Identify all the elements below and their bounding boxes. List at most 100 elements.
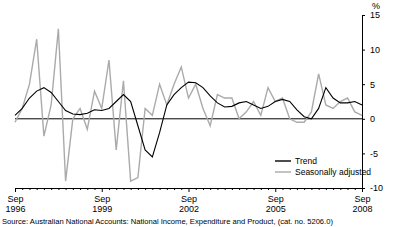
series-line <box>15 29 362 181</box>
x-tick <box>217 188 218 190</box>
y-axis-line <box>363 16 366 189</box>
x-tick-mark <box>246 188 247 190</box>
x-tick <box>58 188 59 190</box>
x-tick <box>73 188 74 190</box>
y-tick: -10 <box>362 183 383 193</box>
y-tick-mark <box>362 84 365 85</box>
x-tick-mark <box>145 188 146 190</box>
y-tick-label: 5 <box>370 80 375 90</box>
legend-swatch <box>275 160 291 161</box>
x-tick-mark <box>333 188 334 190</box>
x-tick-mark <box>181 188 182 190</box>
x-tick <box>80 188 81 190</box>
x-tick-mark <box>311 188 312 190</box>
x-tick: Sep2008 <box>352 188 372 214</box>
x-tick <box>232 188 233 190</box>
x-tick-mark <box>225 188 226 190</box>
y-axis-title: % <box>372 1 380 11</box>
legend-label: Trend <box>295 156 317 166</box>
x-tick <box>297 188 298 190</box>
x-tick-mark <box>174 188 175 190</box>
x-tick-mark <box>66 188 67 190</box>
x-tick <box>138 188 139 190</box>
x-tick-mark <box>319 188 320 190</box>
x-tick-mark <box>362 188 363 192</box>
x-tick: Sep2005 <box>266 188 286 214</box>
x-tick-mark <box>210 188 211 190</box>
x-tick <box>319 188 320 190</box>
x-tick-mark <box>109 188 110 190</box>
x-tick <box>239 188 240 190</box>
y-tick-label: 10 <box>370 45 380 55</box>
plot-area <box>15 29 362 181</box>
x-tick <box>145 188 146 190</box>
x-tick <box>22 188 23 190</box>
x-tick-mark <box>44 188 45 190</box>
x-tick-mark <box>80 188 81 190</box>
x-tick-mark <box>131 188 132 190</box>
y-tick: 10 <box>362 45 380 55</box>
y-tick: 15 <box>362 10 380 20</box>
chart: -10-5051015%Sep1996Sep1999Sep2002Sep2005… <box>0 0 397 227</box>
x-tick <box>95 188 96 190</box>
x-tick <box>196 188 197 190</box>
y-tick-mark <box>362 50 365 51</box>
series-line <box>15 82 362 157</box>
x-tick <box>246 188 247 190</box>
x-tick <box>167 188 168 190</box>
x-tick <box>311 188 312 190</box>
x-tick <box>181 188 182 190</box>
x-tick-mark <box>87 188 88 190</box>
y-axis: -10 -5 0 5 10 15 <box>362 10 383 193</box>
x-tick-mark <box>282 188 283 190</box>
x-tick-mark <box>268 188 269 190</box>
x-tick-mark <box>73 188 74 190</box>
x-tick <box>51 188 52 190</box>
x-tick-mark <box>297 188 298 190</box>
x-tick <box>174 188 175 190</box>
x-tick <box>261 188 262 190</box>
y-tick-label: -5 <box>370 149 378 159</box>
y-tick: -5 <box>362 149 378 159</box>
chart-container: -10-5051015%Sep1996Sep1999Sep2002Sep2005… <box>0 0 397 227</box>
x-tick-mark <box>51 188 52 190</box>
x-tick-label: Sep2008 <box>352 194 372 214</box>
x-tick-mark <box>355 188 356 190</box>
x-tick-mark <box>123 188 124 190</box>
x-tick-mark <box>254 188 255 190</box>
x-tick <box>131 188 132 190</box>
x-tick-mark <box>116 188 117 190</box>
x-tick-mark <box>232 188 233 190</box>
x-tick <box>348 188 349 190</box>
x-tick <box>282 188 283 190</box>
x-tick-mark <box>203 188 204 190</box>
x-tick-mark <box>138 188 139 190</box>
x-tick-mark <box>326 188 327 190</box>
y-tick-label: 15 <box>370 10 380 20</box>
x-tick <box>290 188 291 190</box>
x-tick <box>66 188 67 190</box>
x-tick-label: Sep2002 <box>179 194 199 214</box>
x-tick <box>333 188 334 190</box>
x-tick-mark <box>340 188 341 190</box>
y-tick: 0 <box>362 114 375 124</box>
x-tick-label: Sep1996 <box>5 194 25 214</box>
x-tick-mark <box>217 188 218 190</box>
x-tick-mark <box>22 188 23 190</box>
x-tick <box>109 188 110 190</box>
x-tick-mark <box>275 188 276 192</box>
x-tick-mark <box>304 188 305 190</box>
x-tick-mark <box>196 188 197 190</box>
x-tick <box>116 188 117 190</box>
x-tick <box>152 188 153 190</box>
x-tick: Sep1996 <box>5 188 25 214</box>
x-tick-mark <box>348 188 349 190</box>
x-tick-mark <box>95 188 96 190</box>
x-tick <box>87 188 88 190</box>
x-tick-label: Sep2005 <box>266 194 286 214</box>
x-tick-mark <box>189 188 190 192</box>
x-tick <box>225 188 226 190</box>
y-tick-label: 0 <box>370 114 375 124</box>
x-tick <box>254 188 255 190</box>
x-tick-mark <box>37 188 38 190</box>
